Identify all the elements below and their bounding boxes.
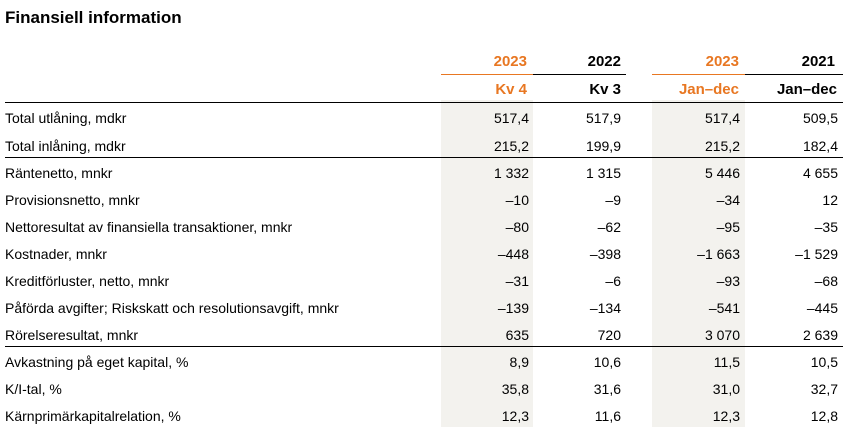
row-value: –6 <box>605 273 621 289</box>
row-value: 1 332 <box>493 165 529 181</box>
header-year-q4: 2023 <box>493 53 527 70</box>
header-rule-jan-dec-2021 <box>745 74 843 75</box>
header-separator <box>5 102 843 103</box>
table-row: Total inlåning, mdkr 215,2 199,9 215,2 182,4 <box>5 133 845 160</box>
row-value: –1 663 <box>697 246 740 262</box>
section-separator-1 <box>5 157 843 158</box>
row-value: –34 <box>716 192 740 208</box>
row-value: –80 <box>505 219 529 235</box>
row-label: Kärnprimärkapitalrelation, % <box>5 408 181 424</box>
row-value: 32,7 <box>810 381 838 397</box>
header-year-jan-dec-2021: 2021 <box>801 53 835 70</box>
row-value: –31 <box>505 273 529 289</box>
header-rule-q4 <box>441 74 533 75</box>
row-value: –9 <box>605 192 621 208</box>
header-period-jan-dec-2023: Jan–dec <box>678 81 739 98</box>
row-value: –95 <box>716 219 740 235</box>
row-value: –448 <box>497 246 529 262</box>
row-value: 517,4 <box>704 110 740 126</box>
row-value: –398 <box>589 246 621 262</box>
row-label: Räntenetto, mnkr <box>5 165 113 181</box>
row-value: 215,2 <box>493 138 529 154</box>
row-value: –62 <box>597 219 621 235</box>
table-row: K/I-tal, % 35,8 31,6 31,0 32,7 <box>5 376 845 403</box>
row-value: –35 <box>814 219 838 235</box>
section-separator-2 <box>5 346 843 347</box>
row-value: –139 <box>497 300 529 316</box>
table-row: Räntenetto, mnkr 1 332 1 315 5 446 4 655 <box>5 160 845 187</box>
shaded-column-jan-dec-2023 <box>652 100 745 427</box>
row-label: Kostnader, mnkr <box>5 246 107 262</box>
row-label: Nettoresultat av finansiella transaktion… <box>5 219 293 235</box>
table-row: Total utlåning, mdkr 517,4 517,9 517,4 509,5 <box>5 105 845 132</box>
row-value: 509,5 <box>802 110 838 126</box>
row-value: 12,8 <box>810 408 838 424</box>
row-value: 215,2 <box>704 138 740 154</box>
row-value: 35,8 <box>501 381 529 397</box>
header-rule-q3 <box>533 74 626 75</box>
row-value: 182,4 <box>802 138 838 154</box>
table-row: Kostnader, mnkr –448 –398 –1 663 –1 529 <box>5 241 845 268</box>
table-row: Kreditförluster, netto, mnkr –31 –6 –93 –68 <box>5 268 845 295</box>
row-label: Provisionsnetto, mnkr <box>5 192 140 208</box>
row-value: 635 <box>505 327 529 343</box>
row-value: 2 639 <box>802 327 838 343</box>
row-value: 11,6 <box>594 408 621 424</box>
row-value: 12,3 <box>501 408 529 424</box>
table-row: Provisionsnetto, mnkr –10 –9 –34 12 <box>5 187 845 214</box>
row-value: 517,9 <box>585 110 621 126</box>
row-value: –541 <box>708 300 740 316</box>
row-value: –1 529 <box>795 246 838 262</box>
row-value: 4 655 <box>802 165 838 181</box>
row-value: 12 <box>822 192 838 208</box>
shaded-column-q4 <box>441 100 533 427</box>
row-label: K/I-tal, % <box>5 381 62 397</box>
header-year-q3: 2022 <box>587 53 621 70</box>
header-period-jan-dec-2021: Jan–dec <box>776 81 837 98</box>
table-row: Nettoresultat av finansiella transaktion… <box>5 214 845 241</box>
header-period-q4: Kv 4 <box>495 81 527 98</box>
row-value: 31,6 <box>593 381 621 397</box>
header-rule-jan-dec-2023 <box>652 74 745 75</box>
row-value: 199,9 <box>585 138 621 154</box>
table-row: Påförda avgifter; Riskskatt och resoluti… <box>5 295 845 322</box>
row-value: 10,6 <box>593 354 621 370</box>
table-row: Rörelseresultat, mnkr 635 720 3 070 2 639 <box>5 322 845 349</box>
row-value: 3 070 <box>704 327 740 343</box>
page-title: Finansiell information <box>5 8 182 27</box>
row-value: 5 446 <box>704 165 740 181</box>
row-value: 8,9 <box>509 354 529 370</box>
row-value: 720 <box>597 327 621 343</box>
row-label: Avkastning på eget kapital, % <box>5 354 189 370</box>
row-value: 1 315 <box>585 165 621 181</box>
row-label: Kreditförluster, netto, mnkr <box>5 273 170 289</box>
row-value: 10,5 <box>810 354 838 370</box>
table-row: Kärnprimärkapitalrelation, % 12,3 11,6 12,3… <box>5 403 845 430</box>
row-label: Påförda avgifter; Riskskatt och resoluti… <box>5 300 339 316</box>
row-value: –10 <box>505 192 529 208</box>
row-value: 11,5 <box>713 354 740 370</box>
row-value: –68 <box>814 273 838 289</box>
row-value: 517,4 <box>493 110 529 126</box>
row-label: Rörelseresultat, mnkr <box>5 327 139 343</box>
row-label: Total inlåning, mdkr <box>5 138 126 154</box>
header-period-q3: Kv 3 <box>589 81 621 98</box>
header-year-jan-dec-2023: 2023 <box>705 53 739 70</box>
row-value: –445 <box>806 300 838 316</box>
row-value: 31,0 <box>712 381 740 397</box>
table-row: Avkastning på eget kapital, % 8,9 10,6 11,5… <box>5 349 845 376</box>
row-value: –134 <box>589 300 621 316</box>
row-label: Total utlåning, mdkr <box>5 110 127 126</box>
row-value: 12,3 <box>712 408 740 424</box>
row-value: –93 <box>716 273 740 289</box>
